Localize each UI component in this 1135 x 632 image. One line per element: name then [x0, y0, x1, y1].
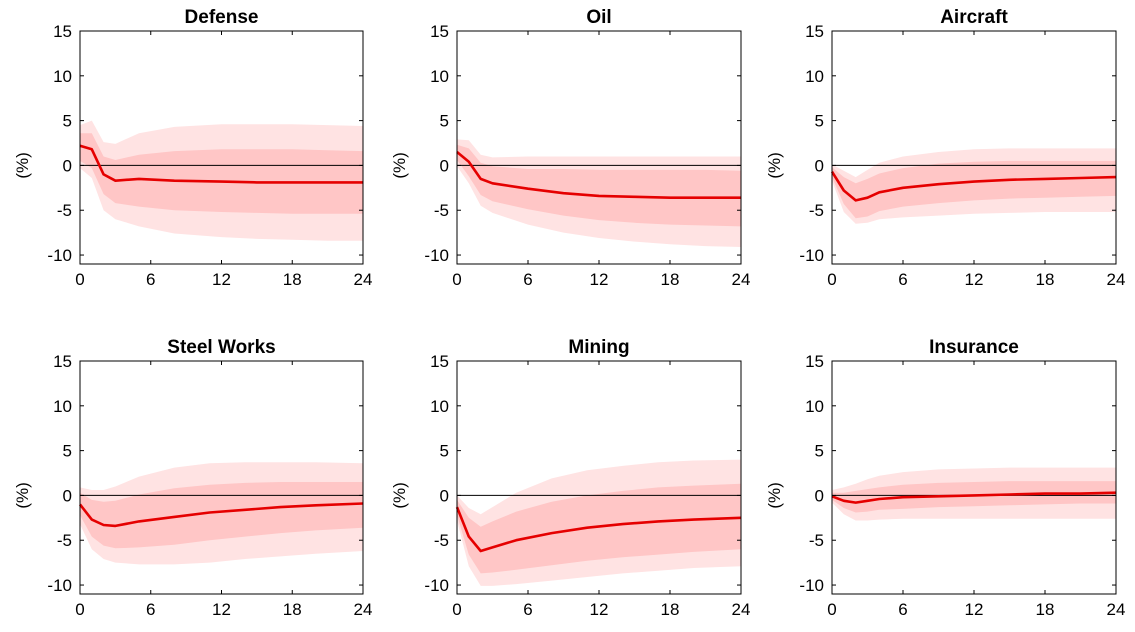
median-response-line [831, 491, 1117, 504]
y-tick-label: 10 [53, 67, 72, 86]
y-tick-label: 5 [440, 442, 449, 461]
x-tick-label: 12 [212, 600, 231, 619]
x-tick-label: 12 [590, 270, 609, 289]
y-tick-label: -10 [799, 576, 824, 595]
y-tick-label: 0 [440, 486, 449, 505]
y-tick-label: 15 [53, 352, 72, 371]
axes-frame [831, 30, 1117, 265]
x-tick-label: 24 [354, 270, 373, 289]
x-tick-label: 12 [965, 600, 984, 619]
y-tick-label: 15 [430, 22, 449, 41]
y-tick-label: -5 [809, 201, 824, 220]
median-response-line [830, 171, 1117, 202]
y-tick-label: 10 [805, 397, 824, 416]
x-tick-label: 6 [898, 600, 907, 619]
y-tick-label: -10 [424, 576, 449, 595]
y-tick-label: -10 [424, 246, 449, 265]
x-tick-label: 6 [898, 270, 907, 289]
y-tick-label: 10 [430, 67, 449, 86]
y-tick-label: -10 [47, 246, 72, 265]
x-tick-label: 12 [590, 600, 609, 619]
median-response-line [79, 144, 363, 184]
inner-confidence-band [457, 483, 741, 574]
y-axis-label: (%) [13, 152, 32, 178]
panel-oil: -10 -5 0 5 10 15 0 6 12 18 24 Oil (%) [390, 7, 750, 289]
x-tick-label: 6 [146, 270, 155, 289]
y-tick-label: -5 [434, 531, 449, 550]
panel-defense: -10 -5 0 5 10 15 0 6 12 18 24 Defense (%) [13, 7, 372, 289]
y-axis-label: (%) [13, 482, 32, 508]
panel-title: Insurance [929, 337, 1019, 358]
inner-confidence-band [80, 482, 363, 549]
y-axis-label: (%) [390, 152, 409, 178]
x-tick-label: 24 [354, 600, 373, 619]
inner-confidence-band [832, 160, 1116, 219]
y-tick-label: 5 [63, 112, 72, 131]
y-axis-label: (%) [765, 482, 784, 508]
inner-confidence-band [457, 144, 741, 227]
x-tick-label: 0 [827, 270, 836, 289]
x-tick-label: 24 [732, 270, 751, 289]
panel-steel-works: -10 -5 0 5 10 15 0 6 12 18 24 Steel Works (%) [13, 337, 372, 619]
panel-title: Defense [185, 7, 259, 28]
x-tick-label: 6 [523, 600, 532, 619]
x-tick-label: 0 [75, 270, 84, 289]
y-tick-label: 0 [815, 486, 824, 505]
panel-mining: -10 -5 0 5 10 15 0 6 12 18 24 Mining (%) [390, 337, 750, 619]
x-tick-label: 24 [1107, 600, 1126, 619]
x-tick-label: 0 [827, 600, 836, 619]
y-tick-label: -10 [799, 246, 824, 265]
x-tick-label: 0 [75, 600, 84, 619]
y-tick-label: 5 [63, 442, 72, 461]
x-tick-label: 18 [661, 600, 680, 619]
x-tick-label: 12 [965, 270, 984, 289]
y-axis-label: (%) [765, 152, 784, 178]
panel-title: Steel Works [167, 337, 275, 358]
x-tick-label: 18 [1036, 600, 1055, 619]
y-tick-label: 5 [815, 112, 824, 131]
median-response-line [78, 502, 364, 528]
x-tick-label: 12 [212, 270, 231, 289]
x-tick-label: 18 [661, 270, 680, 289]
x-tick-label: 18 [1036, 270, 1055, 289]
y-axis-label: (%) [390, 482, 409, 508]
y-tick-label: 0 [815, 156, 824, 175]
x-tick-label: 24 [732, 600, 751, 619]
median-response-line [456, 150, 741, 199]
y-tick-label: 5 [440, 112, 449, 131]
panel-insurance: -10 -5 0 5 10 15 0 6 12 18 24 Insurance (%) [765, 337, 1125, 619]
median-response-line [455, 506, 742, 553]
x-tick-label: 18 [283, 270, 302, 289]
x-tick-label: 0 [452, 270, 461, 289]
x-tick-label: 0 [452, 600, 461, 619]
panel-aircraft: -10 -5 0 5 10 15 0 6 12 18 24 Aircraft (%) [765, 7, 1125, 289]
y-tick-label: 0 [440, 156, 449, 175]
y-tick-label: 0 [63, 156, 72, 175]
y-tick-label: -5 [57, 531, 72, 550]
x-tick-label: 18 [283, 600, 302, 619]
inner-confidence-band [80, 133, 363, 214]
y-tick-label: -10 [47, 576, 72, 595]
panel-title: Oil [586, 7, 611, 28]
y-tick-label: -5 [434, 201, 449, 220]
y-tick-label: 15 [430, 352, 449, 371]
y-tick-label: -5 [809, 531, 824, 550]
x-tick-label: 6 [523, 270, 532, 289]
x-tick-label: 6 [146, 600, 155, 619]
x-tick-label: 24 [1107, 270, 1126, 289]
inner-confidence-band [832, 481, 1116, 513]
panel-title: Aircraft [940, 7, 1008, 28]
y-tick-label: 15 [805, 352, 824, 371]
y-tick-label: 5 [815, 442, 824, 461]
panel-title: Mining [568, 337, 629, 358]
y-tick-label: 10 [53, 397, 72, 416]
y-tick-label: 15 [53, 22, 72, 41]
y-tick-label: 0 [63, 486, 72, 505]
y-tick-label: 15 [805, 22, 824, 41]
y-tick-label: -5 [57, 201, 72, 220]
y-tick-label: 10 [805, 67, 824, 86]
y-tick-label: 10 [430, 397, 449, 416]
